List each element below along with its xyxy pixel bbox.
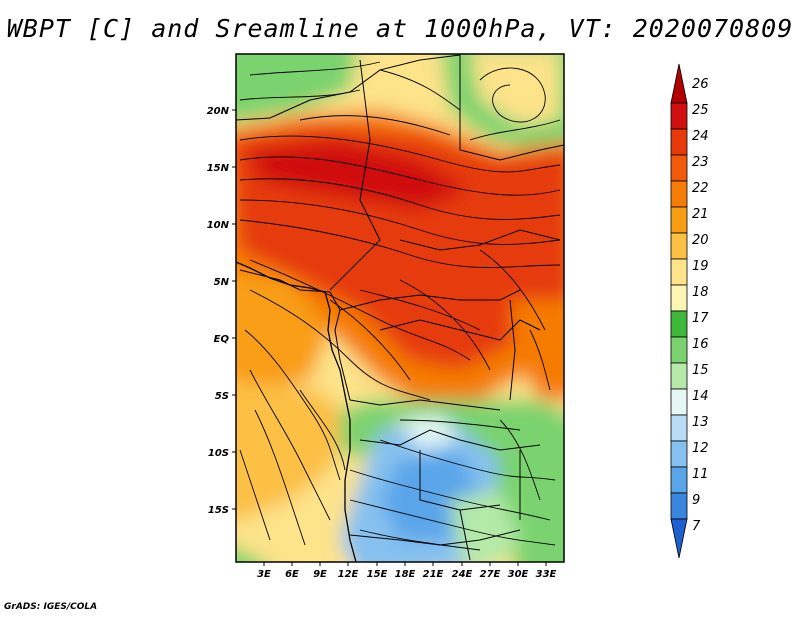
colorbar-swatch xyxy=(670,128,688,156)
lon-label: 24E xyxy=(452,569,473,580)
colorbar-label: 12 xyxy=(692,441,709,456)
colorbar-swatch xyxy=(670,206,688,234)
colorbar-swatch xyxy=(670,310,688,338)
colorbar-swatch xyxy=(670,154,688,182)
colorbar-label: 15 xyxy=(692,363,709,378)
colorbar-label: 11 xyxy=(692,467,709,482)
lat-label: 10N xyxy=(207,220,230,231)
coastline xyxy=(236,261,357,562)
streamlines xyxy=(239,61,561,551)
colorbar-swatch xyxy=(670,518,688,559)
colorbar-label: 9 xyxy=(692,493,700,508)
lon-label: 3E xyxy=(257,569,271,580)
lat-label: 20N xyxy=(207,106,230,117)
colorbar-swatch xyxy=(670,362,688,390)
colorbar-swatch xyxy=(670,414,688,442)
lat-label: 5S xyxy=(215,391,229,402)
lon-label: 33E xyxy=(536,569,557,580)
lon-label: 12E xyxy=(338,569,359,580)
lat-label: 15N xyxy=(207,163,230,174)
lat-label: 10S xyxy=(208,448,229,459)
lon-label: 21E xyxy=(423,569,444,580)
colorbar-label: 22 xyxy=(692,181,709,196)
lon-label: 9E xyxy=(313,569,327,580)
colorbar-label: 13 xyxy=(692,415,709,430)
colorbar-swatch xyxy=(670,232,688,260)
lon-label: 30E xyxy=(508,569,529,580)
lon-label: 18E xyxy=(395,569,416,580)
colorbar-label: 26 xyxy=(692,77,709,92)
colorbar-swatch xyxy=(670,284,688,312)
colorbar-swatch xyxy=(670,336,688,364)
map-frame xyxy=(235,53,565,563)
colorbar-label: 21 xyxy=(692,207,709,222)
lat-label: 5N xyxy=(214,277,230,288)
lon-label: 27E xyxy=(480,569,501,580)
latitude-axis: 20N 15N 10N 5N EQ 5S 10S 15S xyxy=(207,106,236,516)
colorbar-swatch xyxy=(670,492,688,520)
colorbar-label: 14 xyxy=(692,389,709,404)
country-borders xyxy=(236,54,564,561)
lat-label: 15S xyxy=(208,505,229,516)
colorbar-label: 23 xyxy=(692,155,709,170)
longitude-axis: 3E 6E 9E 12E 15E 18E 21E 24E 27E 30E 33E xyxy=(257,562,557,580)
colorbar-label: 18 xyxy=(692,285,709,300)
lon-label: 6E xyxy=(285,569,299,580)
lon-label: 15E xyxy=(367,569,388,580)
colorbar-label: 20 xyxy=(692,233,709,248)
colorbar-label: 7 xyxy=(692,519,701,534)
colorbar: 26 25 24 23 22 21 20 19 18 17 16 15 14 13 12 11 9 7 xyxy=(670,63,709,559)
colorbar-label: 19 xyxy=(692,259,709,274)
colorbar-label: 24 xyxy=(692,129,709,144)
colorbar-swatch xyxy=(670,258,688,286)
colorbar-swatch xyxy=(670,180,688,208)
map-title: WBPT [C] and Sreamline at 1000hPa, VT: 2… xyxy=(6,14,794,43)
colorbar-label: 16 xyxy=(692,337,709,352)
grads-credit: GrADS: IGES/COLA xyxy=(4,602,98,612)
map-panel xyxy=(236,54,564,562)
colorbar-label: 25 xyxy=(692,103,709,118)
colorbar-swatch xyxy=(670,102,688,130)
colorbar-swatch xyxy=(670,466,688,494)
lat-label: EQ xyxy=(214,334,230,345)
colorbar-swatch xyxy=(670,63,688,104)
colorbar-swatch xyxy=(670,440,688,468)
colorbar-swatch xyxy=(670,388,688,416)
colorbar-label: 17 xyxy=(692,311,709,326)
